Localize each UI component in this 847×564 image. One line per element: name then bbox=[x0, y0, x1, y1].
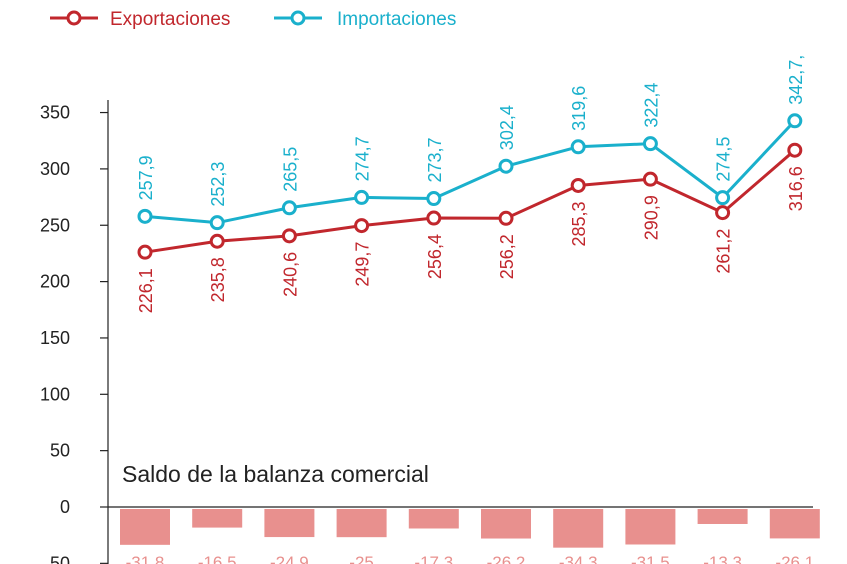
y-tick-label: -50 bbox=[44, 553, 70, 564]
legend: Exportaciones Importaciones bbox=[50, 9, 456, 30]
export-value-label: 235,8 bbox=[208, 257, 228, 302]
export-value-label: 290,9 bbox=[641, 195, 661, 240]
balance-label: -17,3 bbox=[414, 553, 453, 564]
balance-label: -13,3 bbox=[703, 553, 742, 564]
data-point bbox=[426, 210, 442, 226]
y-tick-label: 350 bbox=[40, 103, 70, 123]
series-line-importaciones bbox=[144, 119, 796, 225]
legend-marker bbox=[290, 10, 306, 26]
balance-bar bbox=[697, 509, 748, 524]
data-point bbox=[715, 190, 731, 206]
import-value-label: 265,5 bbox=[280, 147, 300, 192]
import-value-label: 257,9 bbox=[136, 155, 156, 200]
balance-label: -31,8 bbox=[126, 553, 165, 564]
balance-label: -31,5 bbox=[631, 553, 670, 564]
legend-label: Exportaciones bbox=[110, 9, 230, 30]
balance-label: -26,2 bbox=[487, 553, 526, 564]
import-value-label: 322,4 bbox=[641, 83, 661, 128]
y-axis: 350 300 250 200 150 100 50 0 -50 bbox=[40, 100, 813, 564]
balance-label: -16,5 bbox=[198, 553, 237, 564]
y-tick-label: 0 bbox=[60, 497, 70, 517]
data-point bbox=[498, 210, 514, 226]
import-value-label: 319,6 bbox=[569, 86, 589, 131]
y-tick-label: 300 bbox=[40, 159, 70, 179]
balance-label: -26,1 bbox=[775, 553, 814, 564]
import-value-label: 252,3 bbox=[208, 162, 228, 207]
y-tick-label: 50 bbox=[50, 441, 70, 461]
series-line-exportaciones bbox=[144, 149, 796, 254]
export-value-label: 240,6 bbox=[280, 252, 300, 297]
legend-label: Importaciones bbox=[337, 9, 456, 30]
balance-label: -25 bbox=[349, 553, 374, 564]
data-point bbox=[498, 158, 514, 174]
balance-bar bbox=[264, 509, 315, 538]
data-point bbox=[281, 228, 297, 244]
import-value-label: 274,5 bbox=[714, 137, 734, 182]
legend-marker bbox=[66, 10, 82, 26]
balance-bar bbox=[120, 509, 170, 545]
export-value-label: 261,2 bbox=[714, 229, 734, 274]
import-value-label: 274,7 bbox=[353, 136, 373, 181]
data-point bbox=[209, 215, 225, 231]
data-point bbox=[426, 191, 442, 207]
balance-bar bbox=[192, 509, 243, 528]
data-point bbox=[715, 205, 731, 221]
import-value-label: 273,7 bbox=[425, 137, 445, 182]
y-tick-label: 250 bbox=[40, 215, 70, 235]
export-value-label: 256,4 bbox=[425, 234, 445, 279]
data-point bbox=[209, 233, 225, 249]
data-point bbox=[354, 189, 370, 205]
y-tick-label: 150 bbox=[40, 328, 70, 348]
balance-bar bbox=[769, 509, 820, 539]
data-point bbox=[281, 200, 297, 216]
balance-bar bbox=[336, 509, 387, 538]
export-value-label: 285,3 bbox=[569, 201, 589, 246]
data-point bbox=[354, 218, 370, 234]
balance-bar bbox=[408, 509, 459, 529]
export-value-label: 226,1 bbox=[136, 268, 156, 313]
data-point bbox=[642, 136, 658, 152]
data-point bbox=[570, 139, 586, 155]
data-point bbox=[787, 113, 803, 129]
import-value-label: 302,4 bbox=[497, 105, 517, 150]
y-tick-label: 200 bbox=[40, 272, 70, 292]
balance-label: -24,9 bbox=[270, 553, 309, 564]
balance-bar bbox=[625, 509, 676, 545]
data-point bbox=[137, 244, 153, 260]
balance-title: Saldo de la balanza comercial bbox=[122, 461, 429, 487]
export-value-label: 249,7 bbox=[353, 242, 373, 287]
import-value-label: 342,7, bbox=[786, 55, 806, 105]
series-lines bbox=[137, 113, 803, 260]
balance-label: -34,3 bbox=[559, 553, 598, 564]
data-labels: 226,1 235,8 240,6 249,7 256,4 256,2 285,3 290,9… bbox=[136, 55, 806, 314]
data-point bbox=[787, 142, 803, 158]
balance-bar bbox=[481, 509, 531, 539]
balance-bars: -31,8 -16,5 -24,9 -25 -17,3 -26,2 -34,3 -31,5 -1… bbox=[120, 509, 820, 564]
y-tick-label: 100 bbox=[40, 384, 70, 404]
data-point bbox=[137, 208, 153, 224]
export-value-label: 316,6 bbox=[786, 166, 806, 211]
export-value-label: 256,2 bbox=[497, 234, 517, 279]
data-point bbox=[642, 171, 658, 187]
data-point bbox=[570, 177, 586, 193]
balance-bar bbox=[553, 509, 604, 548]
